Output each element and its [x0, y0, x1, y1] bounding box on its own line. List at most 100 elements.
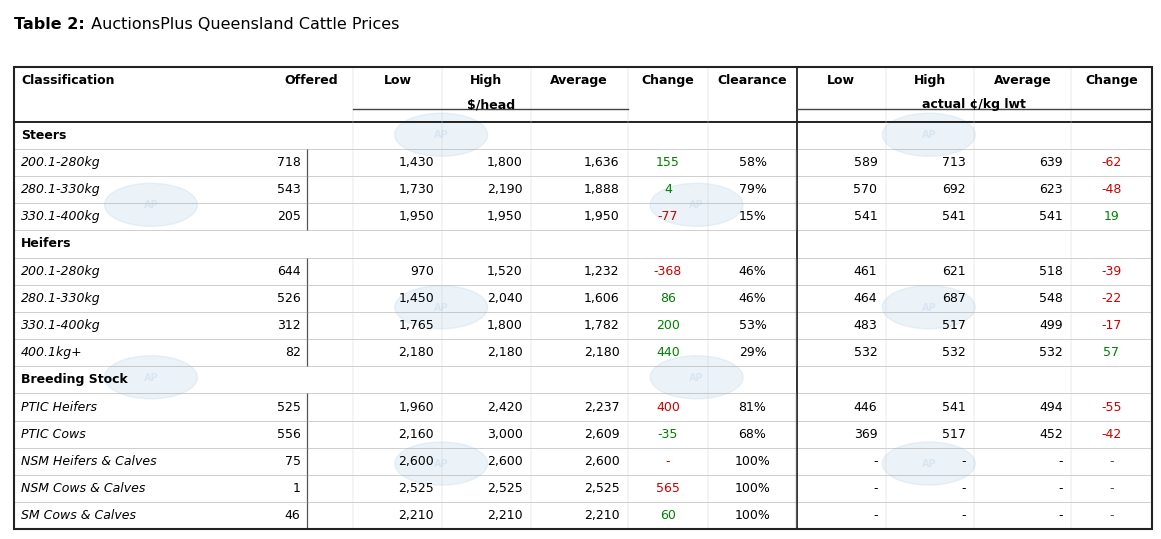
Text: AP: AP	[690, 373, 704, 383]
Text: 713: 713	[943, 156, 966, 169]
Text: 494: 494	[1039, 400, 1063, 413]
Text: AP: AP	[434, 459, 448, 469]
Text: 2,525: 2,525	[398, 482, 434, 495]
Text: 532: 532	[943, 346, 966, 359]
Text: -62: -62	[1102, 156, 1122, 169]
Text: AuctionsPlus Queensland Cattle Prices: AuctionsPlus Queensland Cattle Prices	[86, 17, 399, 32]
Text: 1,950: 1,950	[398, 210, 434, 223]
Text: Classification: Classification	[21, 74, 115, 87]
Text: 75: 75	[284, 455, 301, 468]
Text: 639: 639	[1039, 156, 1063, 169]
Text: -: -	[873, 455, 878, 468]
Text: -55: -55	[1102, 400, 1122, 413]
Text: 541: 541	[943, 400, 966, 413]
Text: 1,800: 1,800	[486, 156, 522, 169]
Text: 2,600: 2,600	[584, 455, 620, 468]
Text: 2,190: 2,190	[486, 183, 522, 196]
Text: 100%: 100%	[735, 482, 771, 495]
Text: 1,782: 1,782	[584, 319, 620, 332]
Circle shape	[650, 183, 743, 226]
Text: 200.1-280kg: 200.1-280kg	[21, 265, 101, 278]
Text: 1,232: 1,232	[584, 265, 620, 278]
Text: 2,210: 2,210	[584, 509, 620, 522]
Text: 517: 517	[943, 427, 966, 441]
Text: -: -	[961, 482, 966, 495]
Text: 526: 526	[276, 292, 301, 305]
Text: 1,520: 1,520	[486, 265, 522, 278]
Circle shape	[395, 442, 488, 485]
Text: 205: 205	[276, 210, 301, 223]
Text: NSM Heifers & Calves: NSM Heifers & Calves	[21, 455, 157, 468]
Text: 15%: 15%	[738, 210, 766, 223]
Text: 46%: 46%	[738, 292, 766, 305]
Text: -39: -39	[1102, 265, 1122, 278]
Text: 400.1kg+: 400.1kg+	[21, 346, 82, 359]
Text: 1,800: 1,800	[486, 319, 522, 332]
Text: Table 2:: Table 2:	[14, 17, 85, 32]
Text: -35: -35	[658, 427, 678, 441]
Text: AP: AP	[434, 303, 448, 313]
Text: 369: 369	[853, 427, 878, 441]
Text: actual ¢/kg lwt: actual ¢/kg lwt	[922, 99, 1026, 112]
Text: 3,000: 3,000	[486, 427, 522, 441]
Text: 100%: 100%	[735, 455, 771, 468]
Text: 2,600: 2,600	[398, 455, 434, 468]
Text: AP: AP	[922, 130, 936, 140]
Text: 446: 446	[853, 400, 878, 413]
Text: AP: AP	[922, 459, 936, 469]
Text: 2,609: 2,609	[584, 427, 620, 441]
Text: -: -	[1059, 455, 1063, 468]
Text: Clearance: Clearance	[717, 74, 787, 87]
Text: 81%: 81%	[738, 400, 766, 413]
Text: High: High	[914, 74, 946, 87]
Text: 53%: 53%	[738, 319, 766, 332]
Text: -: -	[1109, 482, 1113, 495]
Text: 2,237: 2,237	[584, 400, 620, 413]
Text: PTIC Cows: PTIC Cows	[21, 427, 86, 441]
Text: 1,888: 1,888	[584, 183, 620, 196]
Text: 644: 644	[277, 265, 301, 278]
Text: Low: Low	[828, 74, 856, 87]
Text: -: -	[665, 455, 670, 468]
Text: High: High	[470, 74, 503, 87]
Text: 621: 621	[943, 265, 966, 278]
Text: -: -	[873, 482, 878, 495]
Text: 1,450: 1,450	[398, 292, 434, 305]
Text: 1,960: 1,960	[398, 400, 434, 413]
Text: 541: 541	[853, 210, 878, 223]
Text: 2,600: 2,600	[486, 455, 522, 468]
Text: 2,525: 2,525	[486, 482, 522, 495]
Text: Offered: Offered	[284, 74, 338, 87]
Text: SM Cows & Calves: SM Cows & Calves	[21, 509, 136, 522]
Circle shape	[395, 113, 488, 156]
Text: 2,040: 2,040	[486, 292, 522, 305]
Text: NSM Cows & Calves: NSM Cows & Calves	[21, 482, 145, 495]
Text: 330.1-400kg: 330.1-400kg	[21, 210, 101, 223]
Text: 556: 556	[276, 427, 301, 441]
Text: 543: 543	[276, 183, 301, 196]
Text: -: -	[1109, 455, 1113, 468]
Text: $/head: $/head	[467, 99, 514, 112]
Circle shape	[104, 183, 197, 226]
Text: 1,950: 1,950	[584, 210, 620, 223]
Text: 532: 532	[1039, 346, 1063, 359]
Text: 461: 461	[853, 265, 878, 278]
Circle shape	[104, 356, 197, 399]
Text: AP: AP	[144, 373, 158, 383]
Text: Average: Average	[994, 74, 1052, 87]
Text: 330.1-400kg: 330.1-400kg	[21, 319, 101, 332]
Text: 2,525: 2,525	[584, 482, 620, 495]
Text: PTIC Heifers: PTIC Heifers	[21, 400, 96, 413]
Text: 1: 1	[293, 482, 301, 495]
Text: 1,636: 1,636	[584, 156, 620, 169]
Text: 718: 718	[276, 156, 301, 169]
Text: 1,730: 1,730	[398, 183, 434, 196]
Text: 464: 464	[853, 292, 878, 305]
Text: 440: 440	[656, 346, 680, 359]
Text: 82: 82	[284, 346, 301, 359]
Text: 60: 60	[661, 509, 676, 522]
Text: 570: 570	[853, 183, 878, 196]
Text: 200.1-280kg: 200.1-280kg	[21, 156, 101, 169]
Text: -17: -17	[1102, 319, 1122, 332]
Text: 2,180: 2,180	[584, 346, 620, 359]
